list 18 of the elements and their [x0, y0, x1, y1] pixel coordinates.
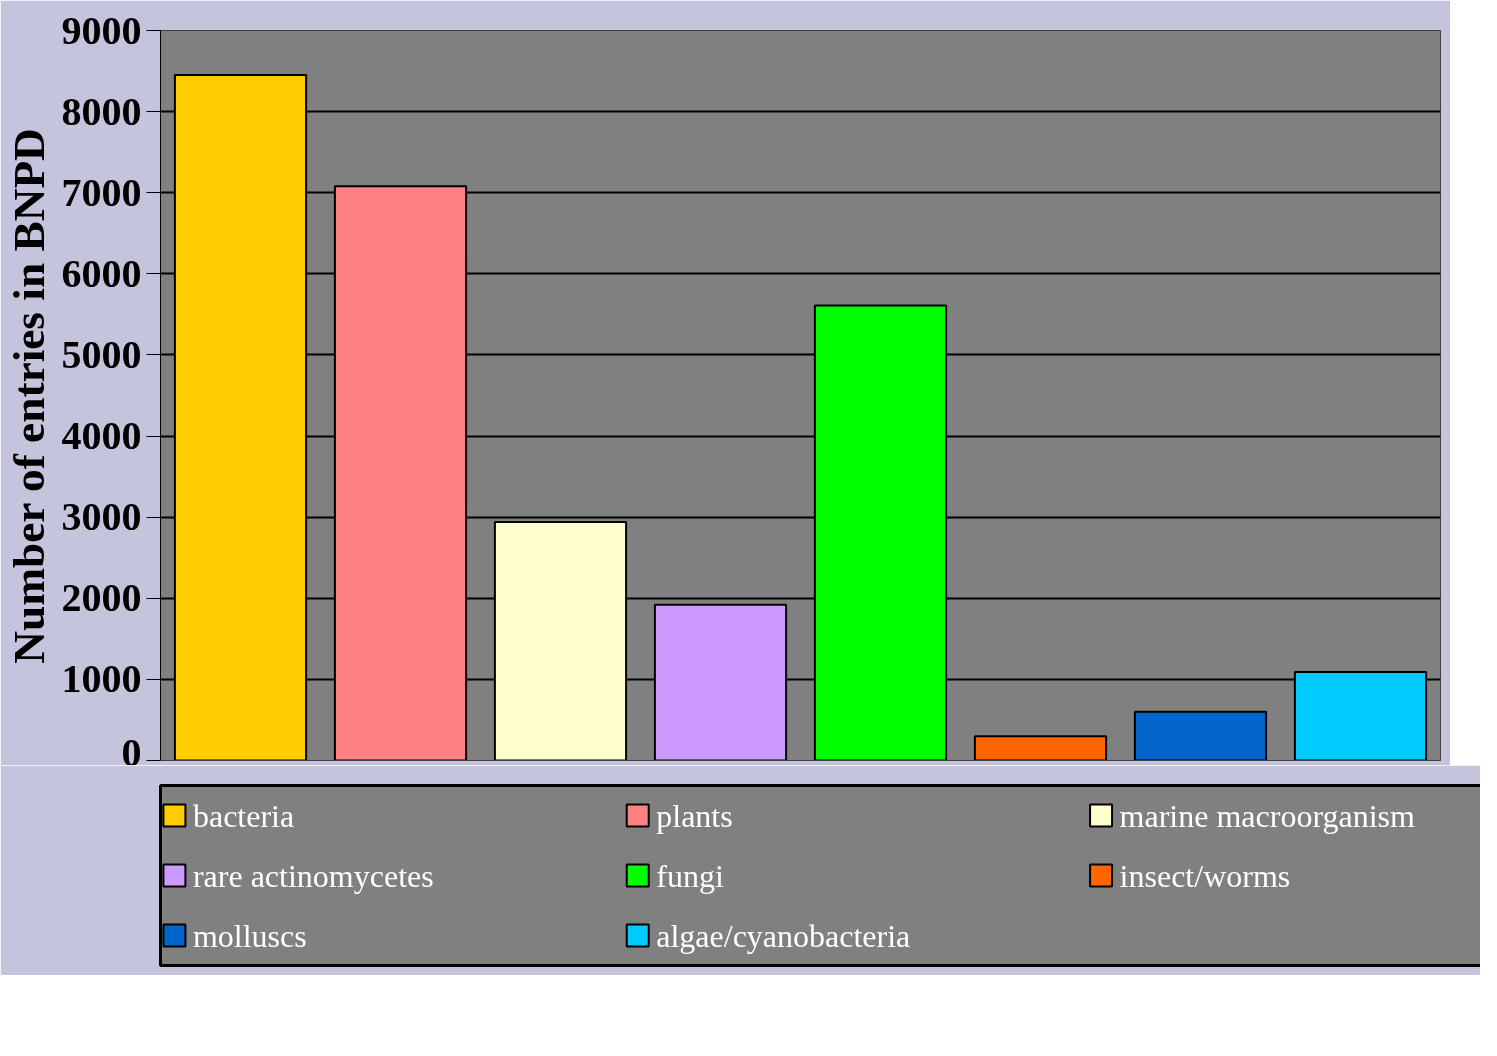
y-tick-label: 1000 [61, 656, 142, 702]
legend-label: fungi [656, 857, 724, 894]
y-tick-label: 7000 [61, 169, 142, 215]
legend-label: marine macroorganism [1119, 797, 1416, 834]
legend-label: molluscs [192, 917, 307, 954]
legend-label: plants [656, 797, 733, 834]
y-tick-label: 4000 [61, 413, 142, 459]
legend-label: rare actinomycetes [192, 857, 434, 894]
legend-label: bacteria [192, 797, 295, 834]
y-tick-label: 2000 [61, 575, 142, 621]
y-tick-label: 5000 [61, 331, 142, 377]
y-axis-title: Number of entries in BNPD [3, 128, 54, 664]
y-tick-label: 6000 [61, 250, 142, 296]
y-tick-label: 3000 [61, 494, 142, 540]
legend-label: insect/worms [1119, 857, 1291, 894]
legend-label: algae/cyanobacteria [656, 917, 911, 954]
y-tick-label: 9000 [61, 7, 142, 53]
y-tick-label: 8000 [61, 88, 142, 134]
